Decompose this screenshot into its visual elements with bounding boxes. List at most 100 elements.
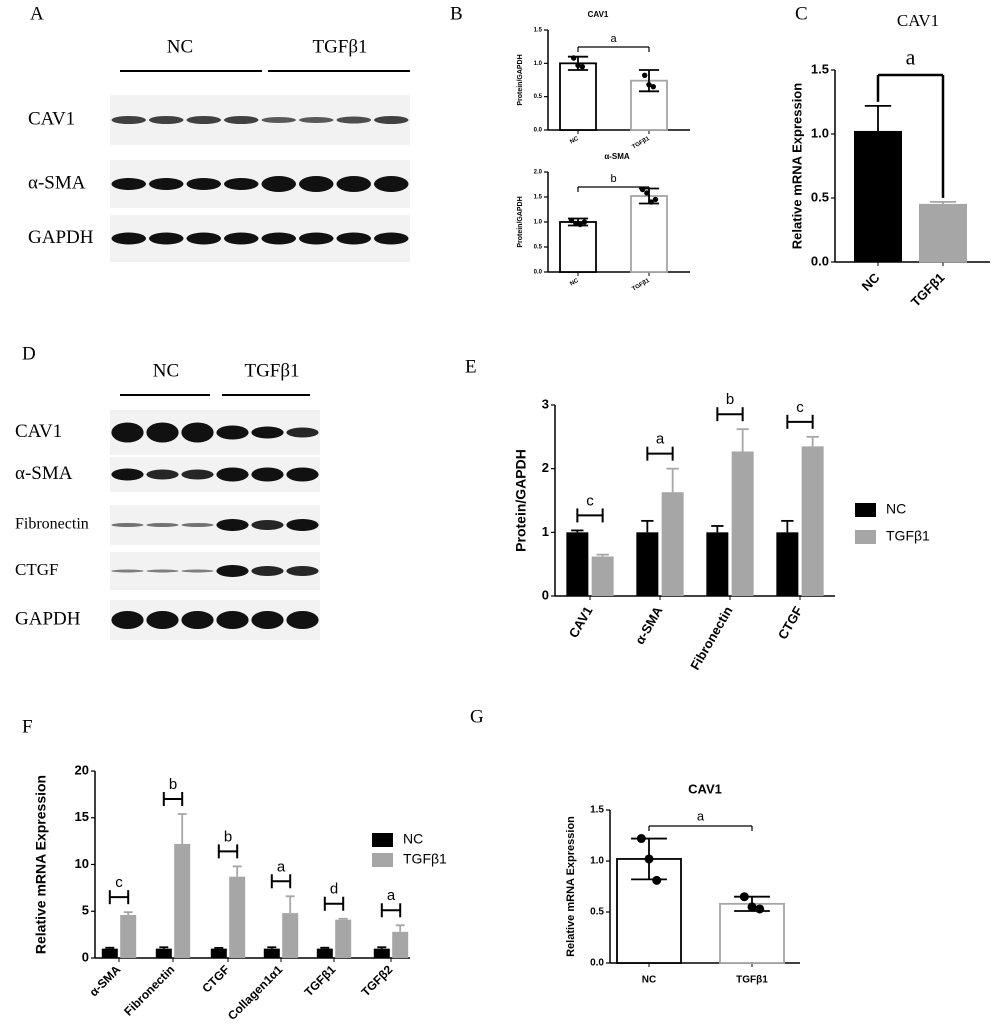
bar (263, 948, 280, 958)
blot-strip (110, 410, 320, 455)
y-tick-label: 3 (542, 396, 549, 411)
chart-title: CAV1 (897, 11, 939, 30)
annotation: a (656, 431, 665, 448)
bar (630, 195, 668, 273)
data-point (579, 63, 586, 70)
y-tick-label: 10 (75, 856, 89, 871)
blot-band (149, 232, 184, 245)
legend-label: NC (886, 501, 906, 517)
bar (120, 914, 137, 958)
blot-band (261, 117, 296, 123)
chart-title: α-SMA (604, 152, 630, 161)
panel-letter: A (30, 3, 44, 24)
blot-band (181, 611, 214, 629)
annotation: c (796, 399, 804, 416)
blot-strip (110, 505, 320, 545)
bar (335, 919, 352, 958)
annotation: b (726, 391, 734, 408)
blot-band (336, 232, 371, 245)
bar (155, 948, 172, 958)
blot-band (216, 611, 249, 629)
bar (174, 843, 191, 958)
x-tick-label: NC (569, 136, 580, 146)
bar (776, 532, 799, 596)
bar (731, 451, 754, 596)
y-tick-label: 1.5 (534, 28, 543, 34)
y-tick-label: 0.5 (811, 189, 829, 204)
data-point (652, 196, 659, 203)
legend-swatch (855, 530, 876, 544)
x-tick-label: NC (642, 975, 656, 986)
bar (706, 532, 729, 596)
blot-band (224, 116, 259, 124)
y-tick-label: 2.0 (534, 170, 543, 176)
bar (229, 876, 246, 958)
group-label: TGFβ1 (312, 36, 367, 57)
blot-band (111, 232, 146, 245)
panel-letter: B (450, 3, 463, 24)
data-point (573, 220, 579, 227)
data-point (644, 190, 650, 196)
y-tick-label: 0.5 (534, 94, 543, 100)
annotation: a (610, 33, 617, 45)
blot-band (286, 427, 319, 438)
blot-band (224, 178, 259, 190)
annotation: a (906, 45, 916, 70)
blot-band (186, 178, 221, 190)
blot-band (261, 232, 296, 245)
panel-letter: D (22, 343, 36, 364)
data-point (755, 904, 765, 914)
bar (559, 221, 597, 273)
blot-band (286, 467, 319, 482)
blot-band (111, 116, 146, 124)
y-tick-label: 0.5 (534, 245, 543, 251)
data-point (639, 186, 646, 193)
blot-band (286, 611, 319, 629)
data-point (575, 62, 581, 69)
blot-band (111, 468, 144, 481)
bar (101, 948, 118, 958)
blot-band (336, 116, 371, 124)
group-label: NC (153, 360, 179, 381)
blot-band (286, 566, 319, 576)
data-point (648, 199, 654, 205)
blot-band (186, 232, 221, 245)
annotation: b (610, 173, 616, 185)
row-label: α-SMA (15, 463, 73, 484)
panel-letter: C (795, 3, 808, 24)
blot-band (181, 569, 214, 573)
data-point (641, 72, 648, 79)
legend-label: TGFβ1 (403, 851, 447, 867)
blot-strip (110, 600, 320, 640)
blot-band (251, 467, 284, 482)
data-point (650, 83, 657, 90)
y-axis-label: Protein/GAPDH (517, 54, 524, 105)
row-label: CAV1 (28, 108, 75, 129)
blot-band (111, 178, 146, 190)
legend-label: NC (403, 831, 423, 847)
blot-band (186, 116, 221, 124)
y-tick-label: 1 (542, 524, 549, 539)
y-tick-label: 0.0 (534, 270, 543, 276)
annotation: c (115, 874, 123, 891)
legend-swatch (372, 853, 393, 867)
y-tick-label: 0.5 (590, 907, 604, 918)
blot-band (286, 519, 319, 531)
bar (919, 203, 967, 263)
y-tick-label: 1.5 (534, 195, 543, 201)
bar (719, 902, 785, 964)
data-point (581, 219, 588, 225)
x-tick-label: TGFβ1 (736, 975, 768, 986)
blot-band (251, 426, 284, 439)
bar (559, 62, 597, 131)
data-point (646, 81, 652, 88)
y-axis-label: Protein/GAPDH (517, 196, 524, 247)
legend-swatch (372, 833, 393, 847)
annotation: a (387, 887, 396, 904)
data-point (739, 892, 749, 902)
blot-band (146, 422, 179, 443)
blot-band (299, 117, 334, 123)
legend-label: TGFβ1 (886, 528, 930, 544)
y-tick-label: 20 (75, 762, 89, 777)
